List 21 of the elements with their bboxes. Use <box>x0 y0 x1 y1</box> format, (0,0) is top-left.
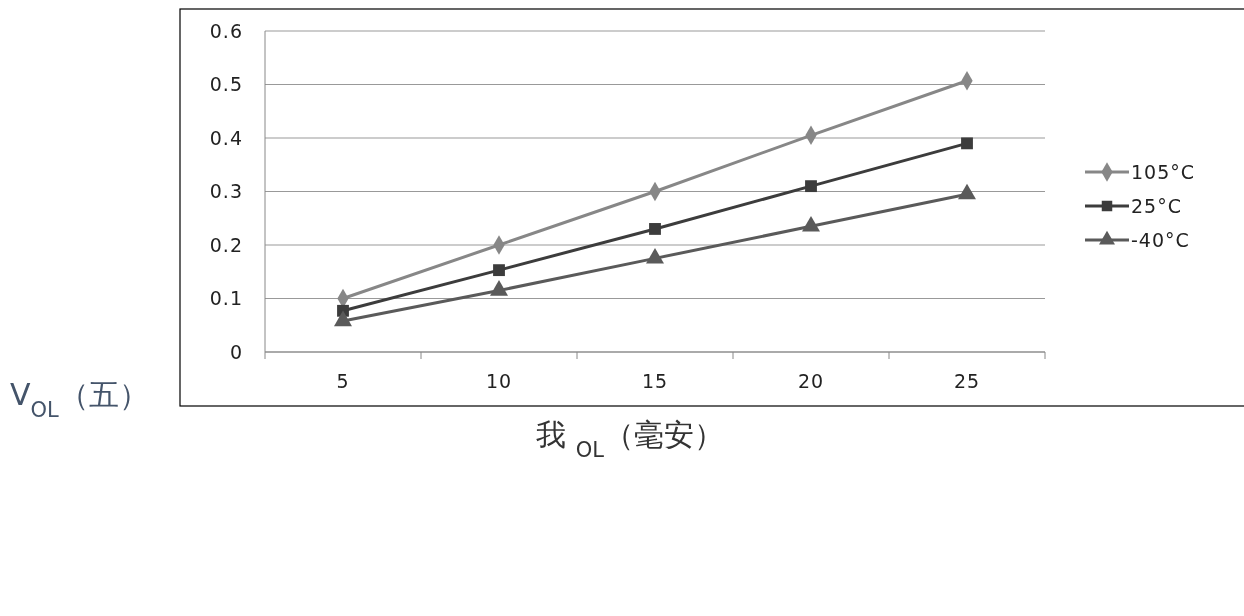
x-tick-label: 25 <box>953 370 981 392</box>
y-tick-label: 0.1 <box>209 287 243 310</box>
y-tick-label: 0.3 <box>209 180 243 203</box>
point <box>961 137 973 150</box>
legend-label: 105°C <box>1131 160 1196 183</box>
y-tick-label: 0 <box>229 340 243 363</box>
x-tick-label: 10 <box>485 370 513 392</box>
point <box>805 180 817 193</box>
x-tick-label: 20 <box>797 370 825 392</box>
point <box>649 223 661 235</box>
y-tick-label: 0.5 <box>209 73 243 96</box>
y-tick-label: 0.4 <box>209 126 243 149</box>
y-tick-label: 0.2 <box>209 233 243 256</box>
y-axis-title: V$_{OL}$（五） <box>10 377 149 422</box>
y-tick-label: 0.6 <box>209 19 243 42</box>
x-tick-label: 5 <box>336 370 350 392</box>
point <box>493 264 505 277</box>
x-tick-label: 15 <box>641 370 669 392</box>
legend-label: 25°C <box>1131 194 1182 217</box>
legend-label: -40°C <box>1131 228 1190 251</box>
x-axis-title: 我 $_{OL}$（毫安） <box>536 417 724 462</box>
